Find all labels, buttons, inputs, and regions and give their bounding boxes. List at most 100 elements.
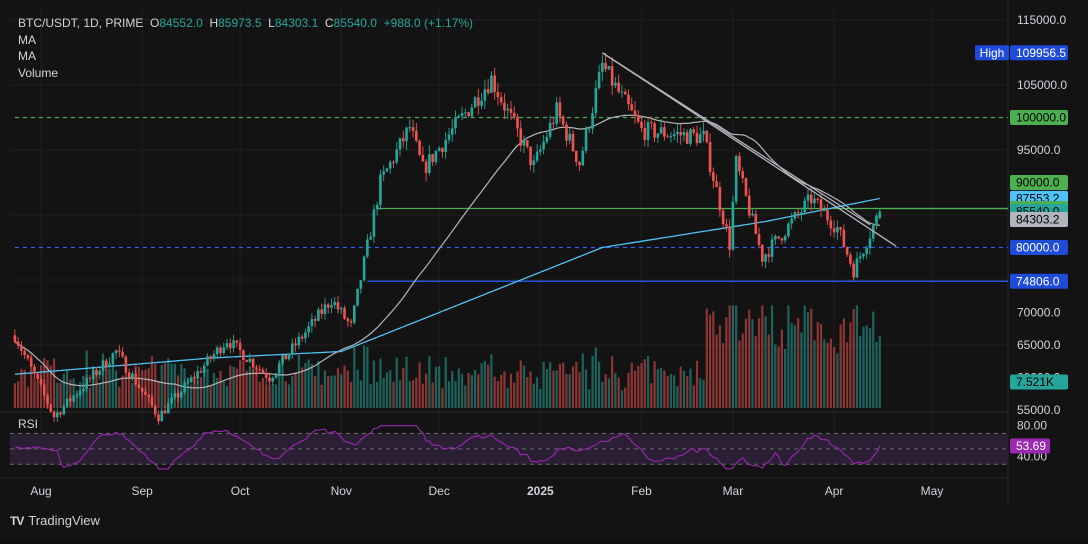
candle-body[interactable] (787, 223, 790, 237)
candle-body[interactable] (418, 140, 421, 155)
candle-body[interactable] (134, 373, 137, 385)
candle-body[interactable] (173, 393, 177, 398)
candle-body[interactable] (215, 347, 219, 355)
candle-body[interactable] (212, 354, 216, 359)
candle-body[interactable] (274, 373, 278, 378)
candle-body[interactable] (189, 377, 193, 383)
candle-body[interactable] (571, 133, 575, 151)
candle-body[interactable] (431, 154, 434, 163)
candle-body[interactable] (193, 377, 196, 379)
trendlines[interactable] (602, 52, 897, 247)
candle-body[interactable] (36, 373, 40, 380)
candle-body[interactable] (108, 363, 111, 367)
candle-body[interactable] (796, 212, 800, 214)
candle-body[interactable] (555, 102, 558, 124)
candle-body[interactable] (878, 211, 882, 218)
candle-body[interactable] (581, 150, 585, 166)
candle-body[interactable] (166, 403, 170, 414)
candle-body[interactable] (176, 393, 180, 398)
candle-body[interactable] (16, 341, 20, 346)
candle-body[interactable] (741, 171, 745, 179)
indicator-volume[interactable]: Volume (18, 65, 59, 80)
candle-body[interactable] (228, 343, 232, 349)
candle-body[interactable] (718, 187, 722, 211)
candle-body[interactable] (578, 161, 581, 166)
candle-body[interactable] (777, 236, 780, 239)
candle-body[interactable] (483, 89, 487, 101)
candle-body[interactable] (56, 412, 59, 418)
candle-body[interactable] (277, 363, 281, 374)
candle-body[interactable] (114, 350, 118, 354)
candle-body[interactable] (744, 178, 748, 196)
candle-body[interactable] (320, 309, 323, 314)
candle-body[interactable] (542, 141, 545, 150)
candle-body[interactable] (826, 210, 829, 221)
candle-body[interactable] (49, 404, 53, 412)
trendline-descending-lower[interactable] (602, 52, 871, 226)
candle-body[interactable] (496, 91, 500, 98)
candle-body[interactable] (140, 387, 144, 392)
candle-body[interactable] (284, 355, 288, 360)
candle-body[interactable] (408, 127, 412, 129)
candle-body[interactable] (222, 347, 226, 354)
candle-body[interactable] (490, 75, 493, 93)
candle-body[interactable] (676, 131, 679, 134)
candle-body[interactable] (663, 127, 666, 137)
candle-body[interactable] (385, 168, 389, 172)
candle-body[interactable] (584, 128, 588, 151)
candle-body[interactable] (75, 394, 79, 396)
candle-body[interactable] (405, 127, 408, 142)
candle-body[interactable] (26, 355, 30, 359)
candle-body[interactable] (757, 234, 761, 245)
candle-body[interactable] (206, 356, 209, 366)
candle-body[interactable] (473, 97, 477, 108)
candle-body[interactable] (421, 154, 425, 162)
candle-body[interactable] (849, 254, 852, 264)
candle-body[interactable] (493, 75, 496, 92)
candle-body[interactable] (392, 162, 395, 164)
candle-body[interactable] (29, 358, 33, 367)
rsi-indicator-label[interactable]: RSI (18, 417, 39, 431)
candle-body[interactable] (607, 66, 611, 70)
candle-body[interactable] (196, 371, 199, 379)
candle-body[interactable] (525, 140, 529, 147)
candle-body[interactable] (346, 318, 350, 322)
candle-body[interactable] (186, 382, 190, 384)
candle-body[interactable] (339, 308, 343, 310)
candle-body[interactable] (388, 162, 392, 169)
indicator-ma-fast[interactable]: MA (18, 32, 36, 47)
candle-body[interactable] (659, 127, 663, 134)
candle-body[interactable] (865, 248, 869, 254)
candle-body[interactable] (121, 351, 124, 357)
candle-body[interactable] (809, 194, 813, 204)
candle-body[interactable] (712, 172, 715, 182)
candle-body[interactable] (199, 371, 203, 373)
candle-body[interactable] (437, 148, 441, 152)
candle-body[interactable] (251, 358, 255, 368)
candle-body[interactable] (692, 129, 696, 133)
candle-body[interactable] (382, 171, 385, 175)
candle-body[interactable] (685, 132, 689, 144)
candle-body[interactable] (454, 117, 457, 129)
candle-body[interactable] (633, 110, 637, 116)
candle-body[interactable] (242, 350, 245, 361)
candle-body[interactable] (180, 392, 183, 398)
candle-body[interactable] (104, 360, 108, 367)
candle-body[interactable] (415, 130, 418, 141)
candle-body[interactable] (379, 174, 382, 205)
candle-body[interactable] (643, 128, 647, 140)
candle-body[interactable] (300, 336, 304, 339)
tradingview-brand[interactable]: TV TradingView (10, 513, 100, 528)
candle-body[interactable] (450, 128, 454, 135)
candle-body[interactable] (118, 350, 121, 352)
candle-body[interactable] (516, 116, 519, 129)
candle-body[interactable] (467, 112, 470, 117)
candle-body[interactable] (780, 238, 784, 241)
candle-body[interactable] (268, 377, 271, 382)
candle-body[interactable] (98, 370, 102, 375)
candle-body[interactable] (783, 236, 787, 241)
candle-body[interactable] (728, 226, 731, 250)
candle-body[interactable] (640, 121, 643, 129)
candle-body[interactable] (679, 131, 682, 136)
candle-body[interactable] (829, 220, 833, 229)
